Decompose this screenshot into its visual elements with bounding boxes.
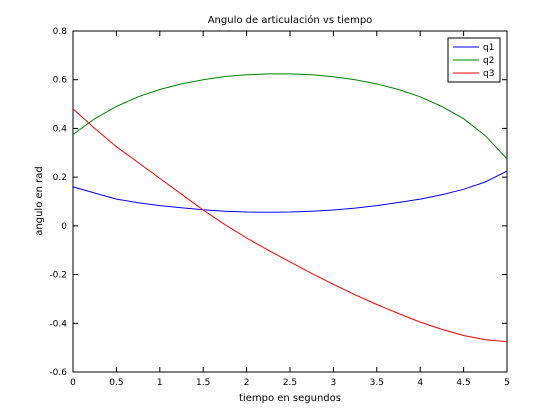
y-tick-label: 0.2 xyxy=(53,173,67,183)
x-tick-label: 1.5 xyxy=(196,378,210,388)
y-tick-label: 0.8 xyxy=(53,27,68,37)
y-tick-label: -0.2 xyxy=(49,271,67,281)
x-tick-label: 4.5 xyxy=(456,378,470,388)
x-tick-label: 3.5 xyxy=(370,378,384,388)
y-tick-label: -0.6 xyxy=(49,368,67,378)
chart-title: Angulo de articulación vs tiempo xyxy=(208,14,373,26)
axis-ticks: 0 0.5 1 1.5 2 2.5 3 3.5 4 4.5 5 -0.6 -0.4 -0.2 0 0.2 0.4… xyxy=(49,27,509,388)
legend: q1 q2 q3 xyxy=(447,37,501,83)
legend-label-q1: q1 xyxy=(483,43,494,53)
y-tick-label: -0.4 xyxy=(49,319,67,329)
x-tick-label: 2.5 xyxy=(283,378,297,388)
x-tick-label: 3 xyxy=(331,378,337,388)
series-line-q1 xyxy=(72,170,508,213)
x-tick-label: 0 xyxy=(70,378,76,388)
series-lines xyxy=(72,73,508,343)
y-axis-label: angulo en rad xyxy=(34,166,45,235)
x-tick-label: 4 xyxy=(417,378,423,388)
x-tick-label: 5 xyxy=(504,378,510,388)
x-tick-label: 1 xyxy=(157,378,163,388)
legend-label-q3: q3 xyxy=(483,69,494,79)
series-line-q3 xyxy=(72,108,508,343)
series-line-q2 xyxy=(72,73,508,160)
y-tick-label: 0 xyxy=(61,222,67,232)
plot-area xyxy=(72,30,508,373)
x-tick-label: 2 xyxy=(244,378,250,388)
x-tick-label: 0.5 xyxy=(109,378,123,388)
y-tick-label: 0.4 xyxy=(53,124,68,134)
x-axis-label: tiempo en segundos xyxy=(239,393,341,404)
y-tick-label: 0.6 xyxy=(53,76,68,86)
legend-label-q2: q2 xyxy=(483,56,494,66)
